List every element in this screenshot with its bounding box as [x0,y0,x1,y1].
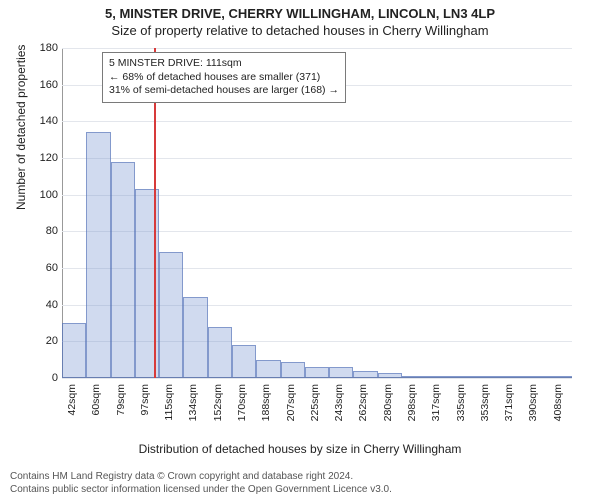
x-tick-label: 60sqm [90,384,102,430]
histogram-bar [305,367,329,378]
footer-line-1: Contains HM Land Registry data © Crown c… [10,470,590,483]
histogram-bar [183,297,207,378]
y-tick-label: 140 [32,115,58,127]
histogram-bar [402,376,426,378]
histogram-bar [378,373,402,379]
y-tick-label: 60 [32,262,58,274]
gridline [62,378,572,379]
histogram-bar [329,367,353,378]
histogram-bar [111,162,135,378]
histogram-bar [159,252,183,379]
histogram-bar [353,371,377,378]
y-tick-label: 80 [32,225,58,237]
x-tick-label: 134sqm [187,384,199,430]
gridline [62,121,572,122]
x-tick-label: 188sqm [260,384,272,430]
y-tick-label: 120 [32,152,58,164]
plot-area: 02040608010012014016018042sqm60sqm79sqm9… [62,48,572,378]
histogram-bar [475,376,499,378]
x-tick-label: 207sqm [285,384,297,430]
gridline [62,158,572,159]
annotation-box: 5 MINSTER DRIVE: 111sqm← 68% of detached… [102,52,346,103]
y-tick-label: 180 [32,42,58,54]
histogram-bar [281,362,305,379]
x-tick-label: 298sqm [406,384,418,430]
x-tick-label: 115sqm [163,384,175,430]
y-tick-label: 160 [32,79,58,91]
x-tick-label: 335sqm [455,384,467,430]
x-tick-label: 353sqm [479,384,491,430]
histogram-bar [208,327,232,378]
gridline [62,48,572,49]
histogram-bar [499,376,523,378]
chart-title-address: 5, MINSTER DRIVE, CHERRY WILLINGHAM, LIN… [0,0,600,21]
x-tick-label: 170sqm [236,384,248,430]
footer-line-2: Contains public sector information licen… [10,483,590,496]
histogram-bar [62,323,86,378]
y-axis-label: Number of detached properties [14,45,28,210]
annotation-line: 31% of semi-detached houses are larger (… [109,84,339,98]
x-axis-label: Distribution of detached houses by size … [0,442,600,456]
x-tick-label: 42sqm [66,384,78,430]
annotation-line: 5 MINSTER DRIVE: 111sqm [109,57,339,71]
x-tick-label: 79sqm [115,384,127,430]
x-tick-label: 317sqm [430,384,442,430]
chart-container: 5, MINSTER DRIVE, CHERRY WILLINGHAM, LIN… [0,0,600,500]
footer-attribution: Contains HM Land Registry data © Crown c… [10,470,590,496]
x-tick-label: 262sqm [357,384,369,430]
x-tick-label: 225sqm [309,384,321,430]
x-tick-label: 371sqm [503,384,515,430]
histogram-bar [451,376,475,378]
y-tick-label: 0 [32,372,58,384]
y-tick-label: 20 [32,335,58,347]
annotation-line: ← 68% of detached houses are smaller (37… [109,71,339,85]
chart-title-sub: Size of property relative to detached ho… [0,21,600,38]
x-tick-label: 243sqm [333,384,345,430]
histogram-bar [232,345,256,378]
x-tick-label: 280sqm [382,384,394,430]
histogram-bar [256,360,280,378]
histogram-bar [426,376,450,378]
x-tick-label: 390sqm [527,384,539,430]
y-tick-label: 100 [32,189,58,201]
x-tick-label: 97sqm [139,384,151,430]
histogram-bar [523,376,547,378]
x-tick-label: 408sqm [552,384,564,430]
histogram-bar [86,132,110,378]
x-tick-label: 152sqm [212,384,224,430]
y-tick-label: 40 [32,299,58,311]
histogram-bar [548,376,572,378]
